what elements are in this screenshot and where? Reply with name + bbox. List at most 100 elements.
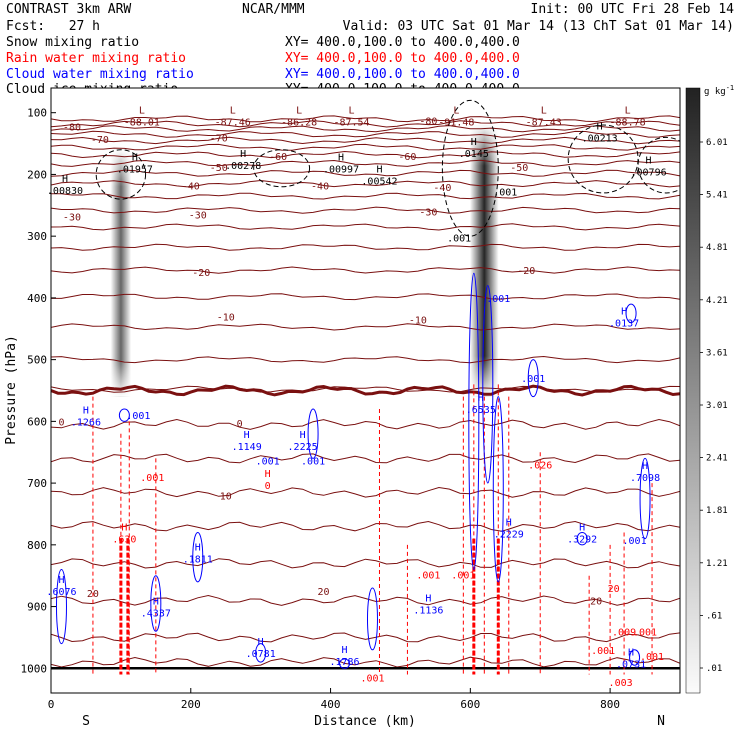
y-tick-label-6: 700	[27, 477, 47, 490]
temperature-label-7: -50	[510, 163, 528, 174]
y-axis-title: Pressure (hPa)	[4, 335, 19, 445]
contour-value-label-14: .001	[640, 652, 664, 663]
high-letter-24: H	[265, 469, 271, 480]
high-value-5: .0145	[459, 149, 489, 160]
cloud-water-contour-12	[576, 531, 588, 546]
high-value-14: .1786	[329, 657, 359, 668]
temperature-label-19: 0	[237, 419, 243, 430]
high-letter-1: H	[132, 152, 138, 163]
colorbar-unit-base: g kg	[704, 87, 726, 97]
high-letter-6: H	[597, 121, 603, 132]
contour-value-label-18: 20	[608, 584, 620, 595]
high-letter-18: H	[579, 523, 585, 534]
high-value-12: .4337	[141, 609, 171, 620]
low-value-6: -88.78	[610, 118, 646, 129]
high-letter-4: H	[376, 165, 382, 176]
cloud-water-contour-10	[492, 396, 504, 583]
contour-value-label-3: .001	[486, 294, 510, 305]
cloud-water-contour-13	[625, 303, 637, 324]
temperature-label-17: -10	[409, 316, 427, 327]
high-value-6: .00213	[582, 133, 618, 144]
high-letter-8: H	[83, 405, 89, 416]
contour-value-label-13: .001	[633, 627, 657, 638]
isotherm-16	[51, 323, 680, 331]
isotherm-0	[51, 115, 680, 123]
legend-name-snow: Snow mixing ratio	[6, 35, 139, 50]
legend-xy-rain: XY= 400.0,100.0 to 400.0,400.0	[285, 51, 520, 66]
low-value-4: -91.48	[438, 118, 474, 129]
x-axis-title: Distance (km)	[314, 714, 416, 729]
high-letter-12: H	[153, 597, 159, 608]
fcst-value: 27 h	[69, 19, 100, 34]
isotherm-11	[51, 206, 680, 214]
high-value-15: .1136	[413, 606, 443, 617]
fcst-label: Fcst:	[6, 19, 45, 34]
isotherm-18	[51, 385, 680, 393]
colorbar-tick-label-3: 4.21	[706, 296, 728, 306]
high-value-24: 0	[265, 481, 271, 492]
y-tick-label-2: 300	[27, 230, 47, 243]
temperature-label-16: -10	[217, 312, 235, 323]
temperature-label-4: -60	[269, 152, 287, 163]
freezing-level	[51, 384, 680, 397]
high-letter-21: H	[628, 647, 634, 658]
cloud-water-contour-11	[527, 359, 539, 398]
high-value-10: .2225	[288, 442, 318, 453]
plot-frame	[50, 87, 681, 694]
cloud-water-contour-0	[55, 569, 67, 645]
high-value-8: .1266	[71, 417, 101, 428]
high-letter-19: H	[642, 461, 648, 472]
isotherm-7	[51, 159, 680, 167]
high-letter-16: H	[478, 393, 484, 404]
isotherm-15	[51, 293, 680, 301]
contour-value-label-17: .009	[612, 627, 636, 638]
contour-value-label-8: .001	[140, 473, 164, 484]
legend-name-rain: Rain water mixing ratio	[6, 51, 186, 66]
contour-value-label-15: .001	[360, 674, 384, 685]
colorbar-tick-label-1: 5.41	[706, 191, 728, 201]
cloud-water-contour-1	[118, 408, 130, 422]
x-tick-label-3: 600	[460, 698, 480, 711]
endpoint-left-label: S	[82, 714, 90, 729]
colorbar-tick-label-6: 2.41	[706, 454, 728, 464]
high-value-18: .3292	[567, 535, 597, 546]
chart-title: CONTRAST 3km ARW	[6, 2, 131, 17]
colorbar-unit: g kg-1	[704, 84, 734, 97]
cloud-ice-contour-4	[637, 136, 680, 194]
cloud-water-contour-7	[366, 587, 378, 651]
high-value-7: .00796	[630, 167, 666, 178]
colorbar-tick-label-2: 4.81	[706, 243, 728, 253]
contour-value-label-16: .003	[609, 678, 633, 689]
cloud-ice-contour-0	[95, 149, 147, 200]
cloud-water-contour-6	[339, 658, 351, 669]
colorbar-unit-exp: -1	[726, 84, 734, 92]
cloud-water-contour-8	[468, 272, 480, 571]
high-letter-11: H	[195, 542, 201, 553]
high-letter-15: H	[425, 594, 431, 605]
contour-value-label-1: .001	[256, 456, 280, 467]
high-value-13: .0781	[246, 649, 276, 660]
y-tick-label-9: 1000	[21, 662, 48, 675]
isotherm-5	[51, 143, 680, 151]
high-value-1: .01957	[117, 164, 153, 175]
temperature-label-0: -80	[63, 122, 81, 133]
high-letter-0: H	[62, 174, 68, 185]
high-letter-14: H	[342, 645, 348, 656]
high-value-11: .1811	[183, 554, 213, 565]
cloud-water-contour-3	[192, 531, 204, 583]
x-tick-label-4: 800	[600, 698, 620, 711]
low-letter-4: L	[453, 106, 459, 117]
contour-value-label-12: .001	[591, 646, 615, 657]
temperature-label-12: -30	[189, 211, 207, 222]
endpoint-right-label: N	[657, 714, 665, 729]
legend-xy-snow: XY= 400.0,100.0 to 400.0,400.0	[285, 35, 520, 50]
low-letter-6: L	[625, 106, 631, 117]
high-letter-23: H	[121, 523, 127, 534]
contour-value-label-10: .001	[416, 570, 440, 581]
isotherm-9	[51, 179, 680, 188]
colorbar-tick-label-5: 3.01	[706, 401, 728, 411]
isotherm-3	[51, 130, 680, 138]
low-value-1: -87.46	[215, 118, 251, 129]
high-value-20: .0137	[609, 319, 639, 330]
x-tick-label-0: 0	[48, 698, 55, 711]
